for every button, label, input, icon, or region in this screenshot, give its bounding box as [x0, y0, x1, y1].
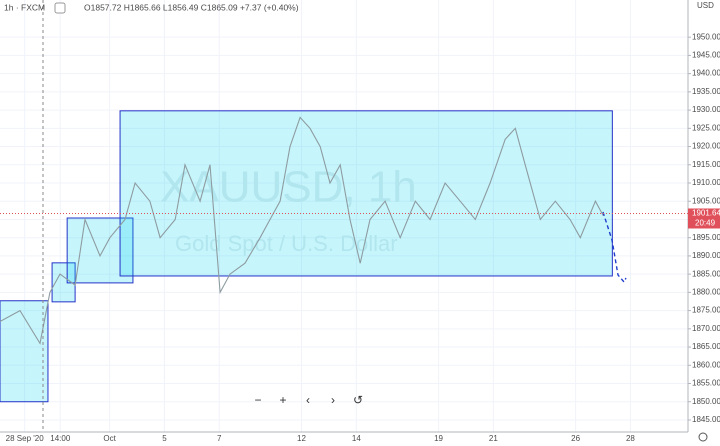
x-tick-label: Oct: [103, 434, 116, 443]
y-tick-label: 1860.00: [692, 360, 720, 369]
settings[interactable]: [698, 432, 708, 442]
countdown: 20:49: [695, 219, 716, 228]
x-tick-label: 26: [571, 434, 580, 443]
watermark-name: Gold Spot / U.S. Dollar: [175, 231, 398, 256]
box: [0, 300, 49, 403]
y-tick-label: 1925.00: [692, 123, 720, 132]
y-tick-label: 1910.00: [692, 178, 720, 187]
control-button[interactable]: ‹: [306, 393, 310, 407]
box: [119, 110, 613, 277]
projection: [602, 211, 627, 284]
x-tick-label: 7: [217, 434, 222, 443]
control-button[interactable]: +: [279, 393, 286, 407]
y-tick-label: 1935.00: [692, 87, 720, 96]
x-tick-label: 12: [297, 434, 306, 443]
y-tick-label: 1890.00: [692, 251, 720, 260]
x-tick-label: 14:00: [50, 434, 71, 443]
x-tick-label: 14: [352, 434, 361, 443]
y-tick-label: 1845.00: [692, 415, 720, 424]
watermark-ticker: XAUUSD, 1h: [160, 163, 417, 212]
y-tick-label: 1930.00: [692, 105, 720, 114]
controls: − + ‹ › ↺: [254, 393, 363, 407]
y-tick-label: 1885.00: [692, 269, 720, 278]
y-tick-label: 1870.00: [692, 324, 720, 333]
y-tick-label: 1855.00: [692, 379, 720, 388]
control-button[interactable]: ↺: [353, 393, 363, 407]
ohlc: O1857.72 H1865.66 L1856.49 C1865.09 +7.3…: [84, 2, 299, 12]
last-price-label: 1901.64: [692, 209, 720, 218]
y-tick-label: 1915.00: [692, 160, 720, 169]
y-tick-label: 1940.00: [692, 69, 720, 78]
x-tick-label: 28 Sep '20: [6, 434, 45, 443]
y-tick-label: 1865.00: [692, 342, 720, 351]
x-tick-label: 19: [434, 434, 443, 443]
symbol: 1h · FXCM: [4, 2, 45, 12]
plot: [0, 110, 613, 403]
y-tick-label: 1945.00: [692, 51, 720, 60]
price-line: [0, 116, 604, 345]
control-button[interactable]: ›: [331, 393, 335, 407]
box: [66, 217, 134, 284]
control-button[interactable]: −: [254, 393, 261, 407]
x-tick-label: 28: [626, 434, 635, 443]
x-tick-label: 5: [162, 434, 167, 443]
currency: USD: [697, 1, 714, 10]
y-tick-label: 1905.00: [692, 196, 720, 205]
y-tick-label: 1895.00: [692, 233, 720, 242]
y-tick-label: 1850.00: [692, 397, 720, 406]
x-tick-label: 21: [489, 434, 498, 443]
y-tick-label: 1920.00: [692, 142, 720, 151]
symbol-toggle[interactable]: [54, 2, 66, 14]
last-price-tag: [688, 208, 720, 229]
y-tick-label: 1880.00: [692, 287, 720, 296]
y-tick-label: 1875.00: [692, 306, 720, 315]
y-tick-label: 1950.00: [692, 32, 720, 41]
